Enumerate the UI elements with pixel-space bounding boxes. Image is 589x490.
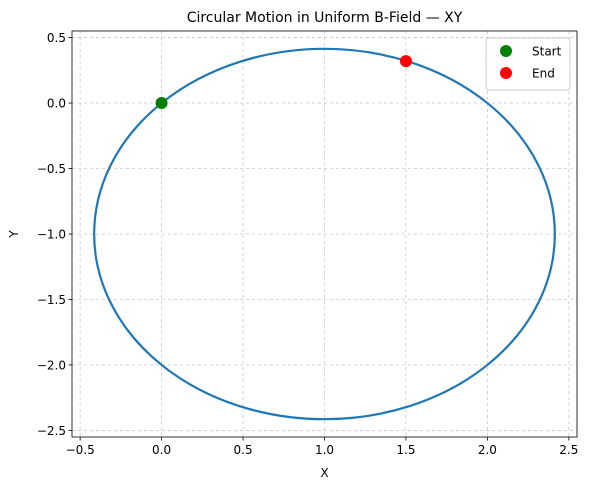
marker-end bbox=[399, 55, 412, 68]
legend-marker-start bbox=[500, 45, 512, 57]
data-layer bbox=[93, 47, 556, 421]
y-tick-label: −0.5 bbox=[37, 162, 66, 176]
y-tick-label: −2.0 bbox=[37, 358, 66, 372]
y-axis-label: Y bbox=[7, 230, 21, 239]
legend-label-end: End bbox=[532, 66, 555, 80]
x-tick-label: 2.0 bbox=[478, 443, 497, 457]
y-tick-label: 0.0 bbox=[47, 96, 66, 110]
marker-start bbox=[155, 97, 168, 110]
grid-lines bbox=[72, 31, 577, 437]
legend-marker-end bbox=[500, 67, 512, 79]
x-tick-label: 0.0 bbox=[152, 443, 171, 457]
trajectory-line bbox=[93, 47, 556, 421]
y-tick-label: −1.0 bbox=[37, 227, 66, 241]
y-tick-label: −1.5 bbox=[37, 293, 66, 307]
plot-area bbox=[71, 30, 578, 438]
x-tick-label: 2.5 bbox=[559, 443, 578, 457]
x-axis: −0.5 0.0 0.5 1.0 1.5 2.0 2.5 bbox=[66, 437, 578, 457]
legend-label-start: Start bbox=[532, 44, 562, 58]
legend: Start End bbox=[485, 37, 571, 91]
y-tick-label: −2.5 bbox=[37, 424, 66, 438]
x-tick-label: 1.5 bbox=[396, 443, 415, 457]
x-tick-label: 1.0 bbox=[315, 443, 334, 457]
x-axis-label: X bbox=[320, 466, 328, 480]
x-tick-label: −0.5 bbox=[66, 443, 95, 457]
x-tick-label: 0.5 bbox=[234, 443, 253, 457]
y-tick-label: 0.5 bbox=[47, 31, 66, 45]
y-axis: 0.5 0.0 −0.5 −1.0 −1.5 −2.0 −2.5 bbox=[37, 31, 72, 438]
chart-title: Circular Motion in Uniform B-Field — XY bbox=[187, 10, 463, 26]
